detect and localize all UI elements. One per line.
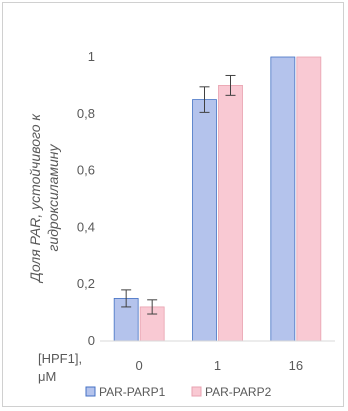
y-tick-label: 0,8 [77,106,95,121]
legend-item-par-parp1: PAR-PARP1 [85,385,166,399]
y-tick-label: 0,2 [77,276,95,291]
legend-label: PAR-PARP2 [205,385,272,399]
bar-par-parp1-16 [270,56,296,342]
legend-label: PAR-PARP1 [99,385,166,399]
bar-par-parp2-1 [218,85,243,342]
legend-item-par-parp2: PAR-PARP2 [191,385,272,399]
y-axis-label-line-2: гидроксиламину [45,143,61,251]
x-tick-label: 0 [136,358,143,373]
bar-par-parp2-16 [296,56,322,342]
error-bar [147,299,158,315]
error-bar [199,86,210,113]
bar-par-parp1-1 [192,99,217,342]
legend-swatch [191,386,202,397]
bars-group [113,56,322,342]
y-tick-label: 0,6 [77,163,95,178]
legend: PAR-PARP1 PAR-PARP2 [85,385,272,399]
error-bar [225,74,236,96]
y-tick-label: 0,4 [77,219,95,234]
y-tick-label: 0 [88,333,95,348]
y-tick-label: 1 [88,49,95,64]
x-axis-header-line-2: μM [38,369,56,384]
legend-swatch [85,386,96,397]
x-tick-label: 1 [214,358,221,373]
x-axis-header-line-1: [HPF1], [38,351,82,366]
y-axis-label-line-1: Доля PAR, устойчивого к [27,113,43,284]
y-axis-ticks: 0 0,2 0,4 0,6 0,8 1 [77,49,95,348]
error-bar [121,289,132,308]
x-tick-label: 16 [289,358,303,373]
x-axis-ticks: 0 1 16 [136,358,304,373]
